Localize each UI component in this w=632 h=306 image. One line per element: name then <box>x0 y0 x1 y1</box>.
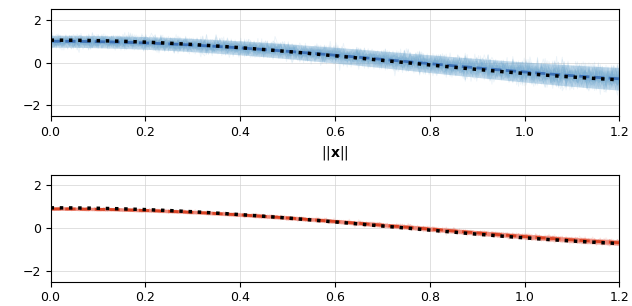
X-axis label: $||\mathbf{x}||$: $||\mathbf{x}||$ <box>321 144 349 162</box>
